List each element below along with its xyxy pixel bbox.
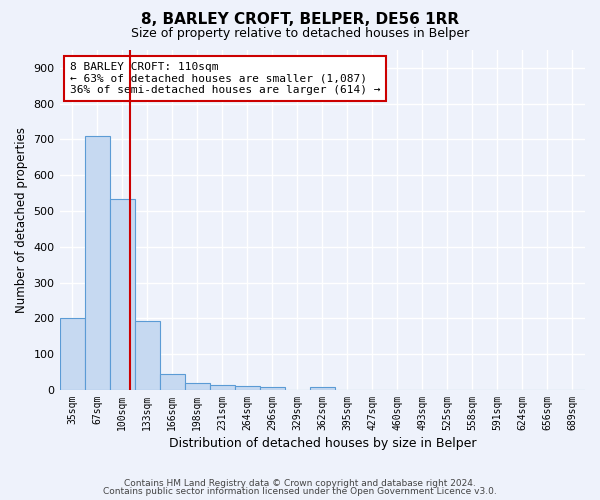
Text: 8, BARLEY CROFT, BELPER, DE56 1RR: 8, BARLEY CROFT, BELPER, DE56 1RR (141, 12, 459, 28)
Bar (134, 321, 160, 390)
Bar (310, 387, 335, 390)
Text: 8 BARLEY CROFT: 110sqm
← 63% of detached houses are smaller (1,087)
36% of semi-: 8 BARLEY CROFT: 110sqm ← 63% of detached… (70, 62, 380, 95)
Text: Contains HM Land Registry data © Crown copyright and database right 2024.: Contains HM Land Registry data © Crown c… (124, 478, 476, 488)
Text: Contains public sector information licensed under the Open Government Licence v3: Contains public sector information licen… (103, 487, 497, 496)
Bar (209, 384, 235, 390)
Bar (110, 198, 134, 390)
Text: Size of property relative to detached houses in Belper: Size of property relative to detached ho… (131, 28, 469, 40)
X-axis label: Distribution of detached houses by size in Belper: Distribution of detached houses by size … (169, 437, 476, 450)
Bar (185, 383, 209, 390)
Y-axis label: Number of detached properties: Number of detached properties (15, 127, 28, 313)
Bar (235, 386, 260, 390)
Bar (85, 136, 110, 390)
Bar (260, 387, 285, 390)
Bar (59, 318, 85, 390)
Bar (160, 374, 185, 390)
